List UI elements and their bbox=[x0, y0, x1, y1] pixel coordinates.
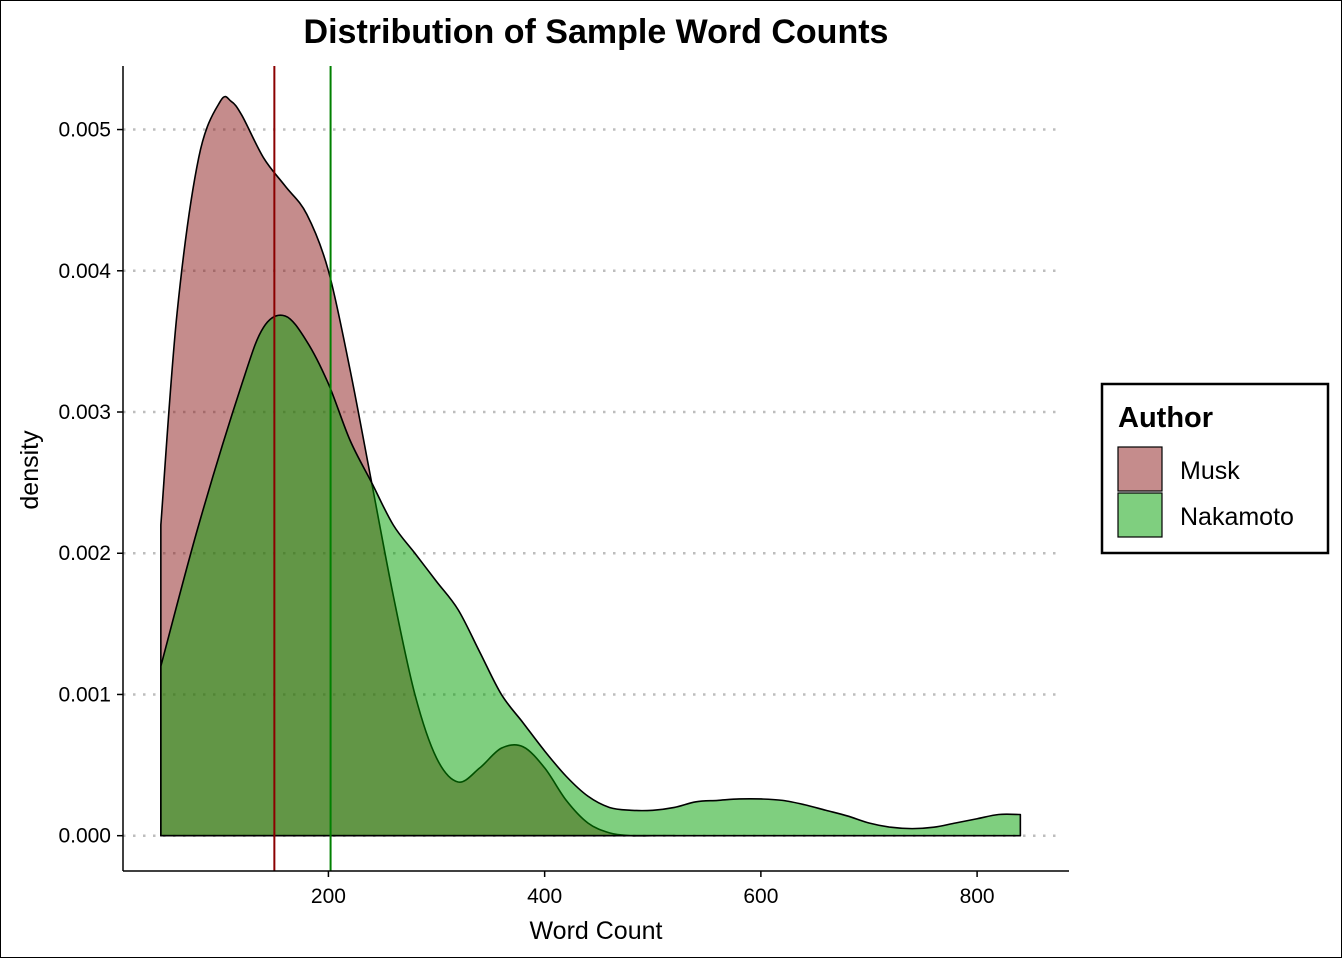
x-tick-label: 600 bbox=[743, 885, 778, 908]
y-tick-label: 0.003 bbox=[58, 401, 111, 424]
x-tick-label: 400 bbox=[527, 885, 562, 908]
y-tick-label: 0.005 bbox=[58, 119, 111, 142]
y-axis-label: density bbox=[16, 430, 44, 510]
y-axis-ticks: 0.000 0.001 0.002 0.003 0.004 0.005 bbox=[58, 119, 123, 848]
y-tick-label: 0.001 bbox=[58, 683, 111, 706]
legend-label-nakamoto: Nakamoto bbox=[1180, 503, 1294, 531]
legend-title: Author bbox=[1118, 402, 1213, 434]
y-tick-label: 0.004 bbox=[58, 260, 111, 283]
legend: Author Musk Nakamoto bbox=[1100, 382, 1330, 555]
y-tick-label: 0.000 bbox=[58, 825, 111, 848]
density-area-nakamoto bbox=[160, 314, 1022, 837]
legend-swatch-nakamoto bbox=[1117, 492, 1163, 538]
mean-lines bbox=[273, 66, 332, 871]
x-tick-label: 800 bbox=[960, 885, 995, 908]
x-axis-label: Word Count bbox=[530, 917, 663, 945]
x-axis-ticks: 200 400 600 800 bbox=[311, 871, 995, 908]
x-tick-label: 200 bbox=[311, 885, 346, 908]
legend-swatch-musk bbox=[1117, 446, 1163, 492]
density-areas bbox=[160, 95, 1022, 837]
chart-title: Distribution of Sample Word Counts bbox=[304, 13, 889, 51]
y-tick-label: 0.002 bbox=[58, 542, 111, 565]
legend-label-musk: Musk bbox=[1180, 457, 1240, 485]
